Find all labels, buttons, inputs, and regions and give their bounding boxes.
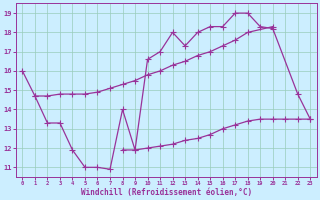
X-axis label: Windchill (Refroidissement éolien,°C): Windchill (Refroidissement éolien,°C) <box>81 188 252 197</box>
